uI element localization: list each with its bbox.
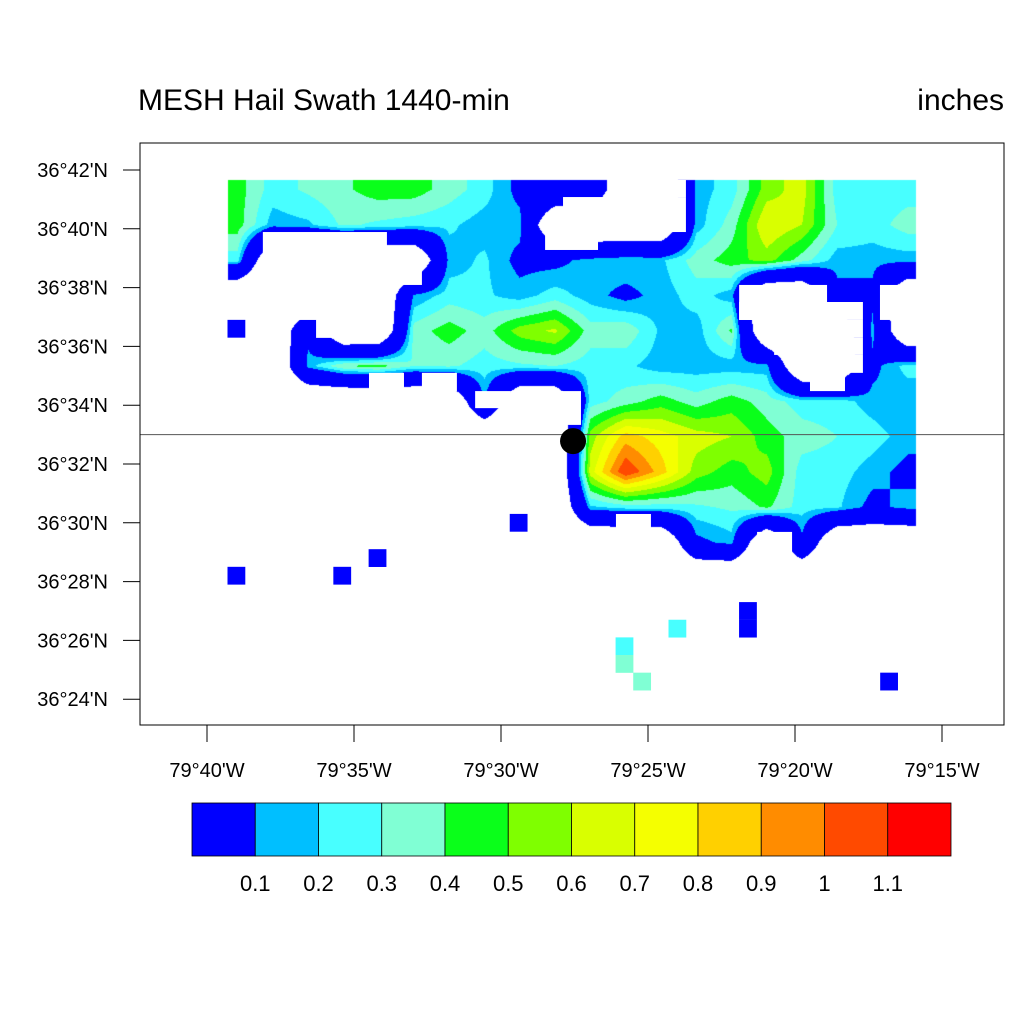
y-tick-label: 36°30'N xyxy=(37,513,108,535)
missing-data-box xyxy=(545,214,599,250)
colorbar-swatch xyxy=(318,802,383,857)
colorbar-swatch xyxy=(571,802,636,857)
colorbar-label: 0.2 xyxy=(303,871,334,896)
isolated-data-cell xyxy=(633,672,652,691)
missing-data-box xyxy=(774,337,863,355)
missing-data-box xyxy=(879,284,915,320)
isolated-data-cell xyxy=(333,566,352,585)
colorbar-label: 0.9 xyxy=(746,871,777,896)
missing-data-box xyxy=(368,372,404,392)
colorbar-swatch xyxy=(507,802,572,857)
y-tick-label: 36°40'N xyxy=(37,219,108,241)
missing-data-box xyxy=(563,197,686,233)
missing-data-box xyxy=(809,372,845,392)
units-label: inches xyxy=(917,84,1004,117)
isolated-data-cell xyxy=(880,672,898,691)
colorbar-label: 0.1 xyxy=(240,871,271,896)
x-tick-label: 79°30'W xyxy=(463,760,538,782)
colorbar-swatch xyxy=(444,802,509,857)
missing-data-box xyxy=(615,513,651,532)
y-tick-label: 36°26'N xyxy=(37,630,108,652)
colorbar: 0.1 0.2 0.3 0.4 0.5 0.6 0.7 0.8 0.9 1 1.1 xyxy=(191,802,952,896)
missing-data-box xyxy=(386,249,422,285)
colorbar-swatch xyxy=(381,802,446,857)
missing-data-box xyxy=(739,302,863,320)
isolated-data-cell xyxy=(615,655,634,673)
colorbar-label: 1 xyxy=(818,871,830,896)
missing-data-box xyxy=(757,319,863,338)
missing-data-box xyxy=(262,232,387,320)
chart-title: MESH Hail Swath 1440-min xyxy=(138,84,510,117)
colorbar-swatch xyxy=(824,802,889,857)
x-tick-label: 79°40'W xyxy=(169,760,244,782)
isolated-data-cell xyxy=(368,549,387,567)
missing-data-box xyxy=(510,391,581,425)
colorbar-swatch xyxy=(887,802,952,857)
colorbar-swatch xyxy=(254,802,319,857)
x-tick-label: 79°35'W xyxy=(316,760,391,782)
missing-data-box xyxy=(792,354,863,373)
missing-data-box xyxy=(421,372,457,392)
missing-data-box xyxy=(316,319,387,338)
isolated-data-cell xyxy=(739,602,757,620)
colorbar-label: 0.6 xyxy=(556,871,587,896)
isolated-data-cell xyxy=(227,319,246,338)
isolated-data-cell xyxy=(739,619,757,638)
y-tick-label: 36°34'N xyxy=(37,395,108,417)
colorbar-label: 0.3 xyxy=(366,871,397,896)
colorbar-label: 0.5 xyxy=(493,871,524,896)
y-tick-label: 36°24'N xyxy=(37,689,108,711)
missing-data-box xyxy=(757,531,793,561)
isolated-data-cell xyxy=(615,637,634,656)
missing-data-box xyxy=(897,319,915,338)
y-tick-label: 36°28'N xyxy=(37,572,108,594)
x-tick-label: 79°20'W xyxy=(757,760,832,782)
y-tick-label: 36°38'N xyxy=(37,278,108,300)
colorbar-label: 0.8 xyxy=(683,871,714,896)
colorbar-swatch xyxy=(191,802,256,857)
colorbar-label: 0.7 xyxy=(619,871,650,896)
isolated-data-cell xyxy=(227,566,246,585)
colorbar-label: 1.1 xyxy=(872,871,903,896)
colorbar-label: 0.4 xyxy=(430,871,461,896)
isolated-data-cell xyxy=(509,513,528,532)
missing-data-box xyxy=(615,179,686,198)
y-tick-label: 36°32'N xyxy=(37,454,108,476)
x-tick-label: 79°25'W xyxy=(610,760,685,782)
y-tick-label: 36°42'N xyxy=(37,160,108,182)
x-tick-label: 79°15'W xyxy=(904,760,979,782)
colorbar-swatch xyxy=(634,802,699,857)
missing-data-box xyxy=(739,284,828,320)
colorbar-swatch xyxy=(697,802,762,857)
y-tick-label: 36°36'N xyxy=(37,336,108,358)
plot-frame xyxy=(139,142,1005,726)
location-marker xyxy=(560,428,587,455)
missing-data-box xyxy=(475,391,511,409)
colorbar-swatch xyxy=(760,802,825,857)
isolated-data-cell xyxy=(668,619,687,638)
